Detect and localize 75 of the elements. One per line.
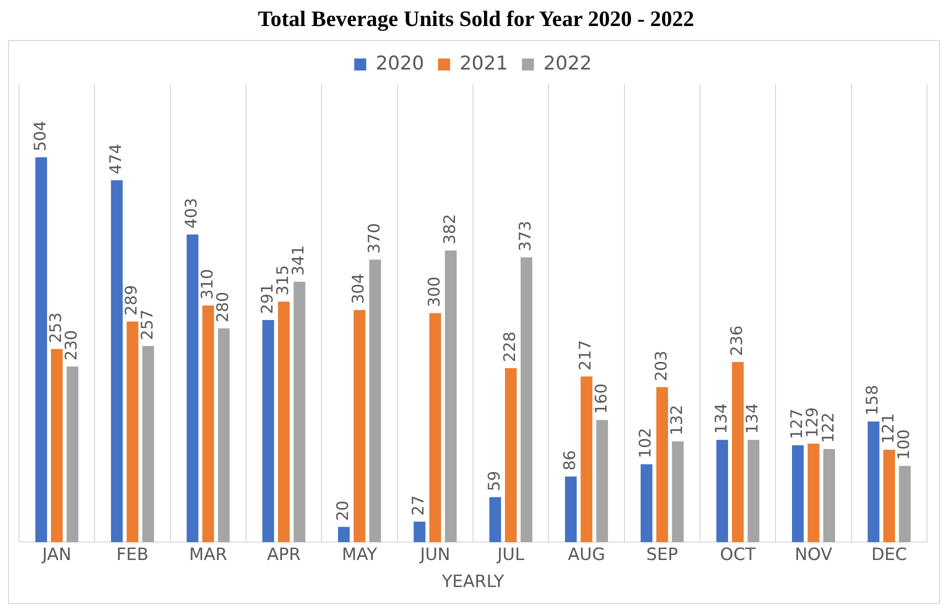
- data-label: 217: [576, 340, 595, 370]
- bar: [883, 450, 896, 542]
- bar: [294, 282, 306, 542]
- data-label: 236: [726, 325, 746, 356]
- bar: [520, 257, 532, 542]
- bar: [369, 260, 381, 542]
- data-label: 134: [742, 403, 762, 434]
- x-tick-label: MAY: [342, 544, 378, 565]
- data-label: 59: [484, 470, 504, 492]
- bar: [50, 348, 63, 542]
- x-tick-label: APR: [266, 544, 301, 565]
- bar: [596, 420, 608, 542]
- data-label: 134: [711, 403, 730, 434]
- legend-label: 2021: [460, 52, 508, 74]
- data-label: 403: [182, 198, 201, 228]
- x-tick-label: DEC: [871, 544, 908, 565]
- bar: [748, 440, 760, 542]
- bar: [414, 522, 426, 542]
- bar: [656, 387, 668, 542]
- x-tick-label: FEB: [116, 544, 149, 565]
- bar: [732, 362, 744, 542]
- data-label: 300: [424, 276, 444, 308]
- bar: [489, 497, 502, 542]
- x-tick-label: OCT: [720, 544, 756, 565]
- bar: [792, 445, 804, 542]
- bar: [716, 440, 728, 542]
- legend-label: 2022: [543, 52, 592, 74]
- bar: [808, 444, 820, 542]
- bar: [354, 310, 366, 542]
- bar: [202, 305, 214, 542]
- bar: [111, 180, 123, 542]
- data-label: 504: [30, 120, 50, 152]
- bar: [429, 313, 442, 542]
- data-label: 370: [364, 223, 384, 254]
- data-label: 20: [333, 500, 352, 521]
- data-label: 132: [666, 404, 686, 436]
- bar: [126, 322, 138, 542]
- data-label: 160: [591, 383, 610, 414]
- bar: [640, 464, 652, 542]
- bar: [142, 346, 154, 542]
- bar: [823, 449, 835, 542]
- bar: [672, 441, 684, 542]
- bar: [868, 422, 880, 542]
- legend-label: 2020: [376, 52, 424, 74]
- bar: [66, 366, 78, 542]
- bar: [278, 302, 290, 542]
- data-label: 203: [651, 350, 670, 382]
- data-label: 304: [348, 274, 368, 304]
- data-label: 27: [408, 495, 428, 516]
- bar: [186, 234, 198, 542]
- x-tick-label: JUL: [496, 544, 525, 565]
- data-label: 382: [440, 214, 459, 244]
- x-tick-label: JAN: [41, 544, 72, 565]
- bar: [35, 157, 48, 542]
- data-label: 474: [106, 144, 126, 174]
- x-tick-label: JUN: [419, 544, 450, 565]
- bar: [580, 376, 592, 542]
- bar: [565, 476, 577, 542]
- data-label: 102: [636, 428, 655, 458]
- bar: [338, 526, 350, 542]
- x-tick-label: AUG: [568, 544, 606, 565]
- x-tick-label: NOV: [794, 544, 833, 565]
- bar: [504, 368, 517, 542]
- data-label: 158: [862, 384, 882, 416]
- x-tick-label: MAR: [189, 544, 228, 565]
- x-axis-title: YEARLY: [440, 572, 505, 592]
- chart-title: Total Beverage Units Sold for Year 2020 - 2022: [256, 6, 696, 32]
- bar: [218, 328, 230, 542]
- data-label: 86: [560, 450, 580, 471]
- data-label: 373: [516, 220, 535, 252]
- bar: [444, 250, 457, 542]
- x-tick-label: SEP: [646, 544, 678, 565]
- bar: [262, 320, 274, 542]
- data-label: 228: [500, 332, 519, 362]
- bar: [898, 466, 911, 542]
